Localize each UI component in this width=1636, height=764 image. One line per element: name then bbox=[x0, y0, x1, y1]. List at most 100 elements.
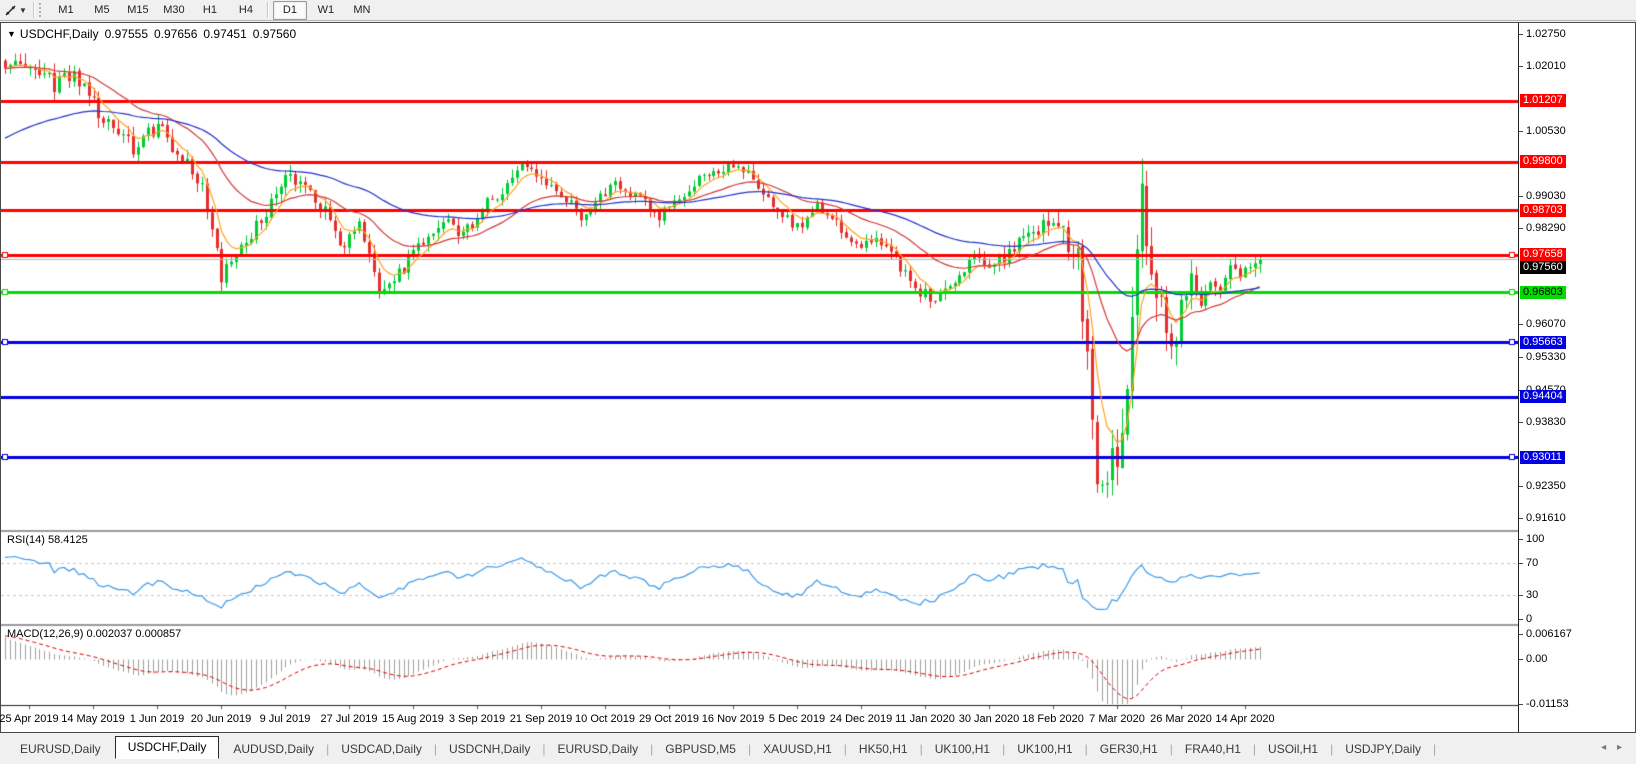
toolbar-separator bbox=[266, 2, 269, 18]
date-tick-label: 14 Apr 2020 bbox=[1215, 713, 1275, 725]
price-tick-label: 0.92350 bbox=[1526, 480, 1566, 492]
chart-window: ▼ USDCHF,Daily 0.97555 0.97656 0.97451 0.9756… bbox=[0, 22, 1636, 733]
axis-tick bbox=[1519, 619, 1523, 620]
chart-tab-eurusd-daily[interactable]: EURUSD,Daily bbox=[20, 742, 101, 756]
timeframe-button-h1[interactable]: H1 bbox=[202, 3, 217, 16]
date-tick-label: 18 Feb 2020 bbox=[1022, 713, 1084, 725]
hline-price-label: 0.96803 bbox=[1520, 286, 1566, 299]
toolbar-separator bbox=[32, 2, 35, 18]
tab-scroll-arrows[interactable]: ◂ ▸ bbox=[1601, 741, 1626, 753]
cursor-tool-icon[interactable] bbox=[2, 2, 18, 18]
date-tick-label: 14 May 2019 bbox=[61, 713, 125, 725]
chart-tab-uk100-h1[interactable]: UK100,H1 bbox=[934, 742, 991, 756]
price-tick-label: 0.99030 bbox=[1526, 190, 1566, 202]
chart-tab-xauusd-h1[interactable]: XAUUSD,H1 bbox=[763, 742, 832, 756]
price-chart-canvas[interactable] bbox=[1, 23, 1518, 732]
date-tick-label: 10 Oct 2019 bbox=[575, 713, 635, 725]
chart-tab-usdcad-daily[interactable]: USDCAD,Daily bbox=[341, 742, 422, 756]
chart-tab-ger30-h1[interactable]: GER30,H1 bbox=[1099, 742, 1158, 756]
chart-tab-eurusd-daily[interactable]: EURUSD,Daily bbox=[557, 742, 639, 756]
tab-divider: | bbox=[1169, 741, 1173, 756]
date-tick-label: 16 Nov 2019 bbox=[701, 713, 765, 725]
tab-divider: | bbox=[1330, 741, 1334, 756]
axis-tick bbox=[1519, 357, 1523, 358]
timeframe-button-m15[interactable]: M15 bbox=[127, 3, 149, 16]
price-tick-label: 0.93830 bbox=[1526, 416, 1566, 428]
chart-symbol: USDCHF,Daily bbox=[19, 27, 99, 41]
axis-tick bbox=[1519, 563, 1523, 564]
date-tick-label: 7 Mar 2020 bbox=[1089, 713, 1145, 725]
timeframe-button-mn[interactable]: MN bbox=[353, 3, 371, 16]
rsi-indicator-label: RSI(14) 58.4125 bbox=[7, 534, 88, 546]
rsi-tick-label: 30 bbox=[1526, 589, 1539, 601]
chart-tab-gbpusd-m5[interactable]: GBPUSD,M5 bbox=[665, 742, 736, 756]
macd-tick-label: -0.01153 bbox=[1526, 698, 1569, 710]
axis-tick bbox=[1519, 228, 1523, 229]
price-tick-label: 1.02750 bbox=[1526, 28, 1566, 40]
date-tick-label: 29 Oct 2019 bbox=[639, 713, 699, 725]
rsi-tick-label: 100 bbox=[1526, 533, 1545, 545]
tab-divider: | bbox=[326, 741, 330, 756]
tab-divider: | bbox=[1002, 741, 1006, 756]
ohlc-open: 0.97555 bbox=[104, 27, 148, 41]
price-tick-label: 1.00530 bbox=[1526, 125, 1566, 137]
price-tick-label: 1.02010 bbox=[1526, 60, 1566, 72]
hline-price-label: 0.95663 bbox=[1520, 336, 1566, 349]
tab-divider: | bbox=[919, 741, 923, 756]
date-tick-label: 30 Jan 2020 bbox=[958, 713, 1020, 725]
chart-tab-usdjpy-daily[interactable]: USDJPY,Daily bbox=[1345, 742, 1421, 756]
macd-tick-label: 0.00 bbox=[1526, 653, 1548, 665]
timeframe-button-m1[interactable]: M1 bbox=[58, 3, 74, 16]
timeframe-button-h4[interactable]: H4 bbox=[238, 3, 253, 16]
axis-tick bbox=[1519, 422, 1523, 423]
chart-tab-fra40-h1[interactable]: FRA40,H1 bbox=[1184, 742, 1241, 756]
chart-tab-audusd-daily[interactable]: AUDUSD,Daily bbox=[233, 742, 315, 756]
tab-divider: | bbox=[1433, 741, 1437, 756]
axis-tick bbox=[1519, 518, 1523, 519]
hline-price-label: 0.98703 bbox=[1520, 204, 1566, 217]
hline-price-label: 1.01207 bbox=[1520, 94, 1566, 107]
symbol-dropdown-icon[interactable]: ▼ bbox=[7, 29, 16, 39]
price-tick-label: 0.98290 bbox=[1526, 222, 1566, 234]
tab-divider: | bbox=[843, 741, 847, 756]
axis-tick bbox=[1519, 704, 1523, 705]
date-tick-label: 20 Jun 2019 bbox=[190, 713, 252, 725]
chart-title: ▼ USDCHF,Daily 0.97555 0.97656 0.97451 0.9756… bbox=[7, 27, 296, 41]
chart-tab-uk100-h1[interactable]: UK100,H1 bbox=[1017, 742, 1073, 756]
axis-tick bbox=[1519, 131, 1523, 132]
date-tick-label: 24 Dec 2019 bbox=[829, 713, 893, 725]
axis-tick bbox=[1519, 595, 1523, 596]
price-tick-label: 0.91610 bbox=[1526, 512, 1566, 524]
timeframe-button-m30[interactable]: M30 bbox=[163, 3, 185, 16]
axis-tick bbox=[1519, 659, 1523, 660]
timeframe-button-m5[interactable]: M5 bbox=[94, 3, 110, 16]
hline-price-label: 0.93011 bbox=[1520, 451, 1565, 464]
axis-tick bbox=[1519, 66, 1523, 67]
chart-tab-bar: EURUSD,Daily USDCHF,Daily AUDUSD,Daily | USD… bbox=[0, 735, 1636, 759]
chart-tab-usoil-h1[interactable]: USOil,H1 bbox=[1268, 742, 1319, 756]
chart-tab-usdcnh-daily[interactable]: USDCNH,Daily bbox=[449, 742, 531, 756]
price-tick-label: 0.96070 bbox=[1526, 318, 1566, 330]
price-axis[interactable]: 1.02750 1.02010 1.00530 0.99030 0.98290 0.960… bbox=[1518, 23, 1635, 732]
timeframe-button-w1[interactable]: W1 bbox=[317, 3, 335, 16]
hline-price-label: 0.97658 bbox=[1520, 248, 1566, 261]
cursor-tool-dropdown-icon[interactable]: ▼ bbox=[19, 5, 27, 15]
tab-divider: | bbox=[542, 741, 546, 756]
timeframe-button-d1[interactable]: D1 bbox=[272, 0, 307, 20]
date-tick-label: 25 Apr 2019 bbox=[0, 713, 59, 725]
timeframe-toolbar: ▼ M1 M5 M15 M30 H1 H4 D1 W1 MN bbox=[0, 0, 1636, 21]
chart-tab-usdchf-daily[interactable]: USDCHF,Daily bbox=[114, 736, 220, 759]
date-tick-label: 26 Mar 2020 bbox=[1150, 713, 1212, 725]
tab-divider: | bbox=[747, 741, 752, 756]
chart-tab-hk50-h1[interactable]: HK50,H1 bbox=[858, 742, 908, 756]
date-tick-label: 15 Aug 2019 bbox=[382, 713, 444, 725]
current-price-label: 0.97560 bbox=[1520, 261, 1566, 274]
axis-tick bbox=[1519, 539, 1523, 540]
date-tick-label: 9 Jul 2019 bbox=[259, 713, 311, 725]
toolbar-grip[interactable] bbox=[38, 3, 44, 17]
axis-tick bbox=[1519, 34, 1523, 35]
axis-tick bbox=[1519, 324, 1523, 325]
tab-divider: | bbox=[1084, 741, 1088, 756]
date-tick-label: 11 Jan 2020 bbox=[895, 713, 955, 725]
date-tick-label: 27 Jul 2019 bbox=[320, 713, 378, 725]
